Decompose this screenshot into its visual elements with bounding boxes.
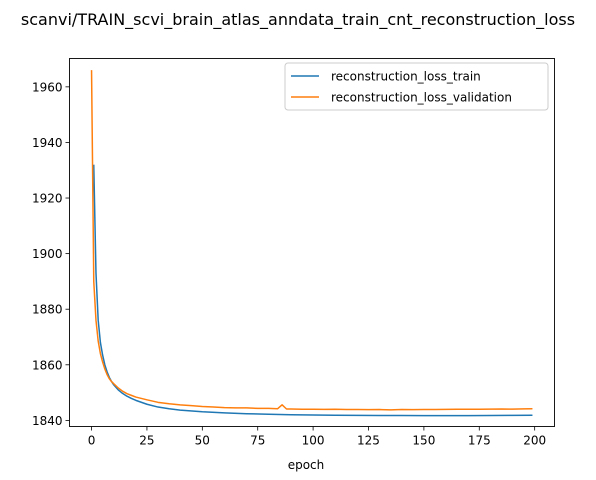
x-tick-label: 175 xyxy=(468,434,491,448)
y-axis: 1840 1860 1880 1900 1920 1940 1960 xyxy=(32,80,70,428)
y-tick-label: 1840 xyxy=(32,414,63,428)
x-axis: 0 25 50 75 100 125 150 175 200 xyxy=(88,426,546,448)
chart-title: scanvi/TRAIN_scvi_brain_atlas_anndata_tr… xyxy=(21,10,575,30)
x-tick-label: 0 xyxy=(88,434,96,448)
x-tick-label: 25 xyxy=(139,434,154,448)
plot-frame xyxy=(69,58,555,427)
legend-label: reconstruction_loss_train xyxy=(331,70,481,84)
x-tick-label: 75 xyxy=(250,434,265,448)
x-tick-label: 125 xyxy=(357,434,380,448)
y-tick-label: 1940 xyxy=(32,136,63,150)
x-tick-label: 150 xyxy=(412,434,435,448)
y-tick-label: 1960 xyxy=(32,80,63,94)
y-tick-label: 1880 xyxy=(32,303,63,317)
legend-box xyxy=(284,62,549,111)
x-tick-label: 100 xyxy=(302,434,325,448)
y-tick-label: 1900 xyxy=(32,247,63,261)
series-line-reconstruction-loss-validation xyxy=(90,70,533,411)
x-tick-label: 50 xyxy=(195,434,210,448)
series-line-reconstruction-loss-train xyxy=(93,164,533,417)
x-tick-label: 200 xyxy=(523,434,546,448)
legend: reconstruction_loss_train reconstruction_… xyxy=(284,62,549,111)
y-tick-label: 1860 xyxy=(32,358,63,372)
series-layer xyxy=(90,70,533,417)
legend-label: reconstruction_loss_validation xyxy=(331,91,512,105)
y-tick-label: 1920 xyxy=(32,192,63,206)
x-axis-title: epoch xyxy=(288,458,325,472)
